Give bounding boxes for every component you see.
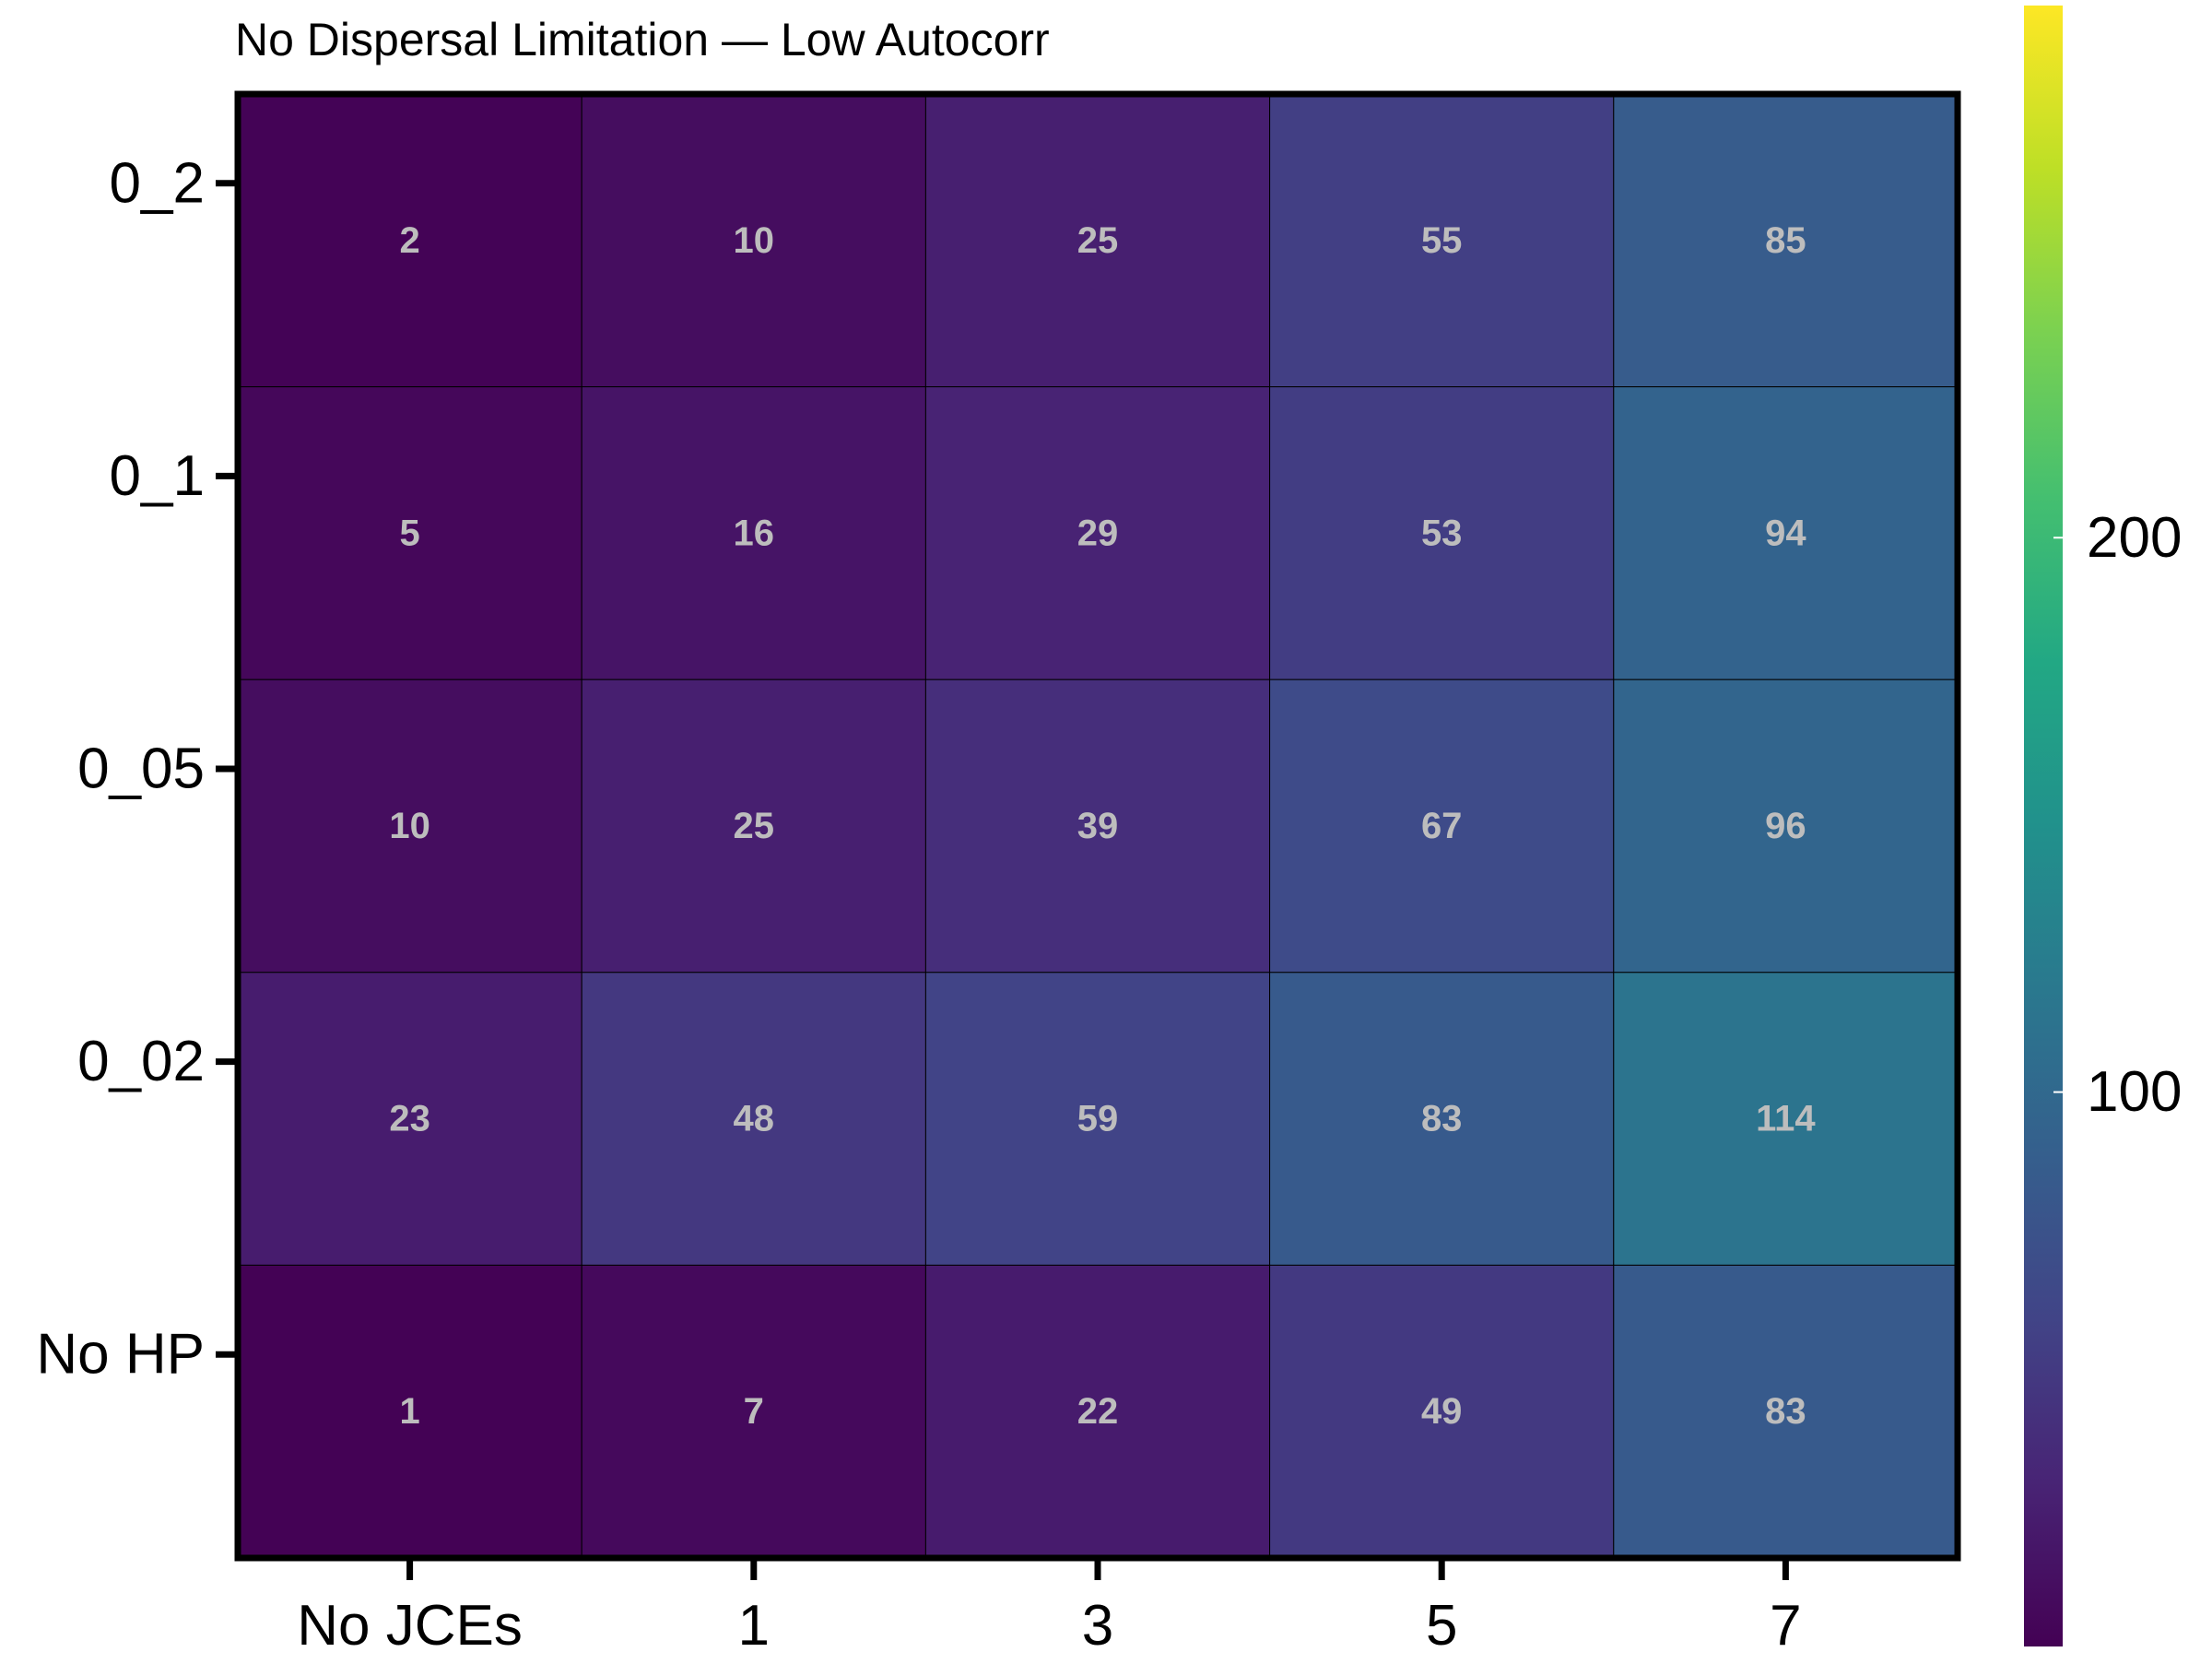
cell-value-label: 25 — [1077, 220, 1119, 261]
cell-value-label: 25 — [734, 806, 775, 846]
heatmap-cell — [1613, 386, 1959, 680]
cell-value-label: 53 — [1421, 513, 1463, 553]
heatmap-cell — [1613, 972, 1959, 1266]
colorbar-ticks: 100 200 — [2053, 506, 2182, 1124]
heatmap-cell-labels: 2 10 25 55 85 5 16 29 53 94 10 25 39 67 96 23 48 59 83 114 1… — [389, 220, 1816, 1432]
heatmap-cell — [581, 93, 926, 388]
heatmap-cell — [237, 93, 582, 388]
y-axis-ticks: 0_2 0_1 0_05 0_02 No HP — [36, 151, 238, 1387]
y-tick-label: 0_1 — [110, 444, 205, 508]
heatmap-cell — [581, 679, 926, 974]
heatmap-cell — [924, 679, 1271, 974]
chart-title: No Dispersal Limitation — Low Autocorr — [235, 14, 1050, 65]
cell-value-label: 10 — [734, 220, 775, 261]
heatmap-cell — [924, 386, 1271, 680]
x-tick-label: 5 — [1426, 1594, 1457, 1658]
x-tick-label: 3 — [1082, 1594, 1113, 1658]
x-tick-label: No JCEs — [297, 1594, 523, 1658]
cell-value-label: 83 — [1765, 1391, 1806, 1432]
x-axis-ticks: No JCEs 1 3 5 7 — [297, 1558, 1802, 1658]
cell-value-label: 94 — [1765, 513, 1806, 553]
cell-value-label: 96 — [1765, 806, 1806, 846]
heatmap-cell — [237, 386, 582, 680]
y-tick-label: 0_02 — [77, 1030, 205, 1093]
cell-value-label: 55 — [1421, 220, 1463, 261]
colorbar-tick-label: 200 — [2087, 506, 2182, 570]
heatmap-cell — [1269, 679, 1615, 974]
cell-value-label: 85 — [1765, 220, 1806, 261]
y-tick-label: 0_05 — [77, 738, 205, 801]
heatmap-cell — [1613, 1264, 1959, 1559]
heatmap-cell — [924, 1264, 1271, 1559]
cell-value-label: 22 — [1077, 1391, 1119, 1432]
cell-value-label: 16 — [734, 513, 775, 553]
colorbar-tick-label: 100 — [2087, 1060, 2182, 1124]
heatmap-cell — [237, 1264, 582, 1559]
heatmap-cell — [1269, 972, 1615, 1266]
heatmap-cells — [237, 93, 1959, 1559]
heatmap-cell — [1613, 93, 1959, 388]
heatmap-cell — [581, 1264, 926, 1559]
cell-value-label: 48 — [734, 1099, 775, 1139]
cell-value-label: 114 — [1756, 1099, 1816, 1139]
x-tick-label: 7 — [1770, 1594, 1801, 1658]
heatmap-cell — [1613, 679, 1959, 974]
heatmap-cell — [581, 972, 926, 1266]
cell-value-label: 5 — [399, 513, 419, 553]
colorbar — [2024, 6, 2063, 1646]
cell-value-label: 49 — [1421, 1391, 1463, 1432]
heatmap-cell — [237, 972, 582, 1266]
y-tick-label: 0_2 — [110, 151, 205, 215]
cell-value-label: 29 — [1077, 513, 1119, 553]
cell-value-label: 83 — [1421, 1099, 1463, 1139]
cell-value-label: 10 — [389, 806, 430, 846]
heatmap-cell — [1269, 93, 1615, 388]
cell-value-label: 67 — [1421, 806, 1463, 846]
x-tick-label: 1 — [738, 1594, 770, 1658]
heatmap-cell — [924, 972, 1271, 1266]
cell-value-label: 7 — [744, 1391, 764, 1432]
y-tick-label: No HP — [36, 1323, 205, 1387]
cell-value-label: 59 — [1077, 1099, 1119, 1139]
cell-value-label: 1 — [399, 1391, 419, 1432]
heatmap-cell — [581, 386, 926, 680]
cell-value-label: 2 — [399, 220, 419, 261]
cell-value-label: 23 — [389, 1099, 430, 1139]
cell-value-label: 39 — [1077, 806, 1119, 846]
